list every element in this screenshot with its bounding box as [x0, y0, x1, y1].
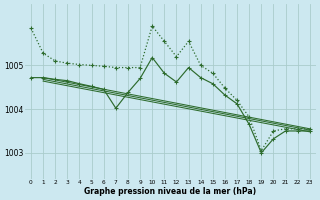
- X-axis label: Graphe pression niveau de la mer (hPa): Graphe pression niveau de la mer (hPa): [84, 187, 256, 196]
